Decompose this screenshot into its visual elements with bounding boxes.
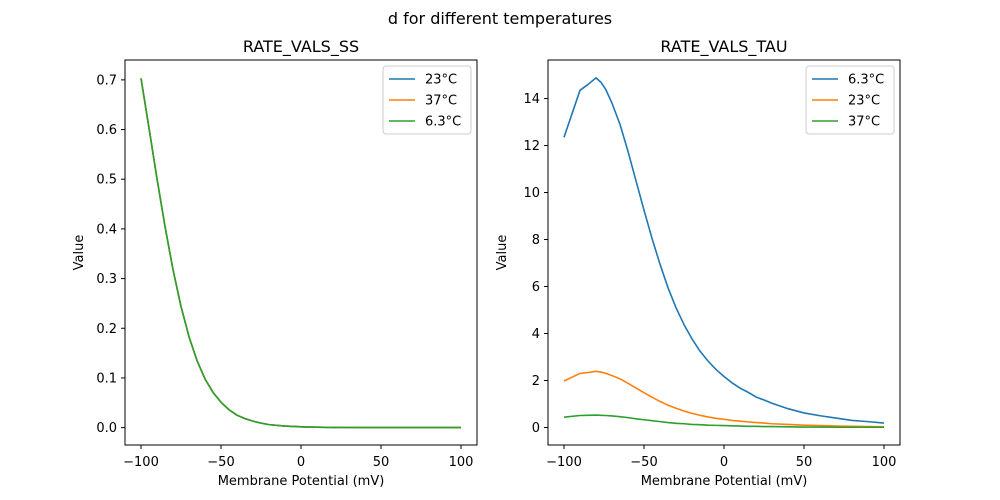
y-axis-label: Value: [495, 235, 510, 271]
figure-suptitle: d for different temperatures: [388, 9, 612, 28]
y-tick-label: 12: [523, 139, 540, 154]
series-line-1: [563, 370, 885, 428]
x-axis-label: Membrane Potential (mV): [218, 474, 385, 489]
y-tick-label: 0.4: [96, 222, 117, 237]
y-tick-label: 0.1: [96, 371, 117, 386]
legend-box: [382, 65, 472, 135]
chart-title: RATE_VALS_TAU: [660, 37, 787, 57]
x-tick-label: 0: [297, 455, 305, 470]
chart-panel-rate-vals-ss: RATE_VALS_SS −100 −50 0 50 100 0.0 0.1 0.2 0.3 0.4…: [72, 37, 478, 489]
legend: 23°C 37°C 6.3°C: [382, 65, 472, 135]
x-tick-label: −100: [123, 455, 159, 470]
chart-panel-rate-vals-tau: RATE_VALS_TAU −100 −50 0 50 100 0 2 4 6 8 10 12 14 Mem…: [495, 37, 901, 489]
series-lines: [140, 78, 461, 429]
legend-label: 6.3°C: [848, 73, 884, 88]
legend-label: 37°C: [848, 115, 880, 130]
y-tick-label: 14: [523, 92, 540, 107]
series-line-2: [140, 78, 461, 429]
y-tick-label: 4: [532, 327, 540, 342]
x-tick-label: 100: [872, 455, 897, 470]
series-lines: [563, 77, 885, 429]
x-tick-label: 0: [720, 455, 728, 470]
x-tick-label: −50: [207, 455, 234, 470]
y-tick-label: 6: [532, 280, 540, 295]
y-tick-label: 0.3: [96, 272, 117, 287]
legend-box: [805, 65, 895, 135]
x-tick-label: 50: [373, 455, 390, 470]
x-tick-label: 100: [449, 455, 474, 470]
x-axis-label: Membrane Potential (mV): [641, 474, 808, 489]
y-tick-label: 0.7: [96, 73, 117, 88]
chart-title: RATE_VALS_SS: [243, 37, 359, 57]
x-tick-label: −100: [546, 455, 582, 470]
y-tick-label: 2: [532, 374, 540, 389]
y-tick-label: 10: [523, 186, 540, 201]
series-line-2: [563, 414, 884, 429]
y-tick-label: 0.2: [96, 322, 117, 337]
legend: 6.3°C 23°C 37°C: [805, 65, 895, 135]
y-tick-label: 0.6: [96, 123, 117, 138]
legend-label: 6.3°C: [425, 115, 461, 130]
x-tick-label: 50: [796, 455, 813, 470]
y-tick-label: 0.5: [96, 173, 117, 188]
legend-label: 23°C: [848, 94, 880, 109]
y-tick-label: 8: [532, 233, 540, 248]
y-tick-label: 0.0: [96, 421, 117, 436]
legend-label: 37°C: [425, 94, 457, 109]
legend-label: 23°C: [425, 73, 457, 88]
series-line-0: [563, 77, 885, 424]
y-axis-label: Value: [72, 235, 87, 271]
x-tick-label: −50: [630, 455, 657, 470]
y-tick-label: 0: [532, 421, 540, 436]
